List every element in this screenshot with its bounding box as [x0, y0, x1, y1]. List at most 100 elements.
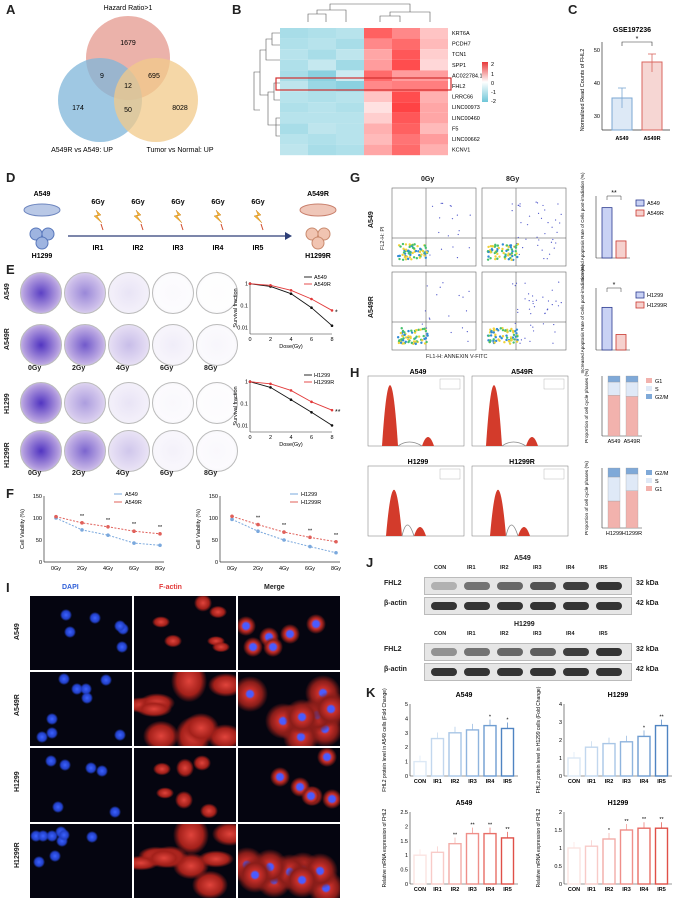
flow-event [517, 204, 519, 206]
j-kda-label: 42 kDa [636, 600, 659, 607]
flow-event [517, 311, 519, 313]
h-stack-seg [625, 490, 639, 529]
flow-event [407, 337, 410, 341]
colony-dish [108, 430, 150, 472]
heat-gene-label: F5 [452, 126, 458, 132]
flow-event [451, 218, 454, 220]
k-xtick: IR2 [451, 779, 460, 785]
g-sig: ** [611, 190, 617, 197]
flow-event [401, 253, 404, 257]
j-band [464, 602, 490, 610]
flow-event [412, 247, 416, 250]
k-xtick: IR3 [622, 779, 631, 785]
heat-cell [420, 91, 448, 103]
f-xtick: 8Gy [331, 566, 341, 572]
f-point [308, 535, 312, 540]
flow-event [466, 331, 468, 333]
e-row-label: A549R [4, 328, 11, 350]
e-dose-label: 8Gy [204, 365, 218, 372]
heat-cell [392, 70, 420, 81]
survival-line [249, 381, 333, 426]
flow-event [426, 285, 428, 287]
k-xtick: IR3 [622, 887, 631, 893]
survival-point [269, 382, 272, 386]
c-ytick: 50 [594, 48, 600, 54]
k-ylabel: Relative mRNA expression of FHL2 [536, 808, 542, 887]
d-dose: 6Gy [211, 199, 224, 206]
flow-event [400, 327, 403, 330]
j-kda-label: 42 kDa [636, 666, 659, 673]
survival-xtick: 8 [330, 337, 333, 343]
heat-cell [392, 28, 420, 39]
microscopy-image [134, 748, 236, 822]
flow-event [410, 258, 413, 261]
flow-event [516, 242, 518, 245]
k-bar [654, 724, 669, 777]
heat-cell [336, 112, 364, 124]
k-xtick: IR2 [451, 887, 460, 893]
k-xtick: CON [414, 779, 426, 785]
flow-event [404, 248, 408, 251]
c-ytick: 30 [594, 114, 600, 120]
h-label: H1299R [509, 459, 535, 466]
survival-xtick: 0 [248, 435, 251, 441]
flow-event [415, 329, 418, 332]
colony-dish [64, 430, 106, 472]
heat-cell [420, 123, 448, 134]
k-bar [465, 832, 480, 885]
h-stack-seg [607, 381, 621, 396]
flow-event [532, 302, 534, 305]
venn-n-right: 8028 [172, 105, 188, 112]
h-s-curve [401, 524, 415, 537]
survival-xtick: 4 [289, 435, 292, 441]
flow-event [401, 242, 405, 246]
g-sig: * [613, 282, 616, 289]
h-ylabel: Proportion of cell cycle phases (%) [584, 461, 590, 535]
k-ytick: 1 [559, 756, 562, 762]
flow-event [442, 282, 444, 284]
flow-event [401, 339, 405, 342]
h-histograms: A549 A549R H1299 H1299R [367, 369, 569, 537]
g-ylabel: FL2-H: PI [380, 226, 386, 250]
h-stack-seg [607, 476, 621, 502]
k-xtick: IR5 [503, 779, 512, 785]
flow-event [489, 244, 493, 248]
d-a549-cells [23, 203, 61, 217]
panel-label-k: K [366, 685, 376, 700]
k-sig: * [643, 725, 646, 731]
flow-event [520, 339, 523, 341]
k-ytick: 3 [405, 731, 408, 737]
k-bar [654, 827, 669, 885]
flow-event [516, 335, 519, 338]
survival-legend: A549 [314, 275, 327, 281]
flow-event [525, 238, 527, 240]
flow-event [492, 331, 495, 334]
flow-event [551, 289, 553, 291]
flow-event [489, 339, 492, 342]
h-xtick: H1299R [622, 531, 642, 537]
j-lane-label: IR1 [467, 631, 476, 637]
panel-label-h: H [350, 365, 360, 380]
panel-d-schematic: A549 H1299 6Gy IR1 6Gy IR2 6Gy IR3 6Gy IR4 6Gy IR… [23, 191, 337, 260]
heat-cell [392, 144, 420, 156]
flow-event [519, 203, 521, 205]
colony-dish [20, 272, 62, 314]
j-lane-label: IR1 [467, 565, 476, 571]
flow-event [501, 335, 505, 338]
microscopy-image [30, 824, 132, 898]
microscopy-image [238, 596, 340, 670]
heat-cell [280, 59, 308, 71]
flow-event [424, 256, 428, 259]
f-point [230, 517, 234, 522]
flow-event [458, 294, 460, 297]
flow-event [496, 244, 500, 247]
flow-event [509, 256, 512, 260]
flow-event [418, 256, 422, 259]
flow-event [408, 245, 411, 249]
flow-event [529, 340, 531, 342]
d-dose: 6Gy [251, 199, 264, 206]
k-ylabel: FHL2 protein level in A549 cells (Fold C… [382, 688, 388, 792]
flow-event [424, 310, 427, 312]
d-arrow-tick [100, 223, 104, 231]
